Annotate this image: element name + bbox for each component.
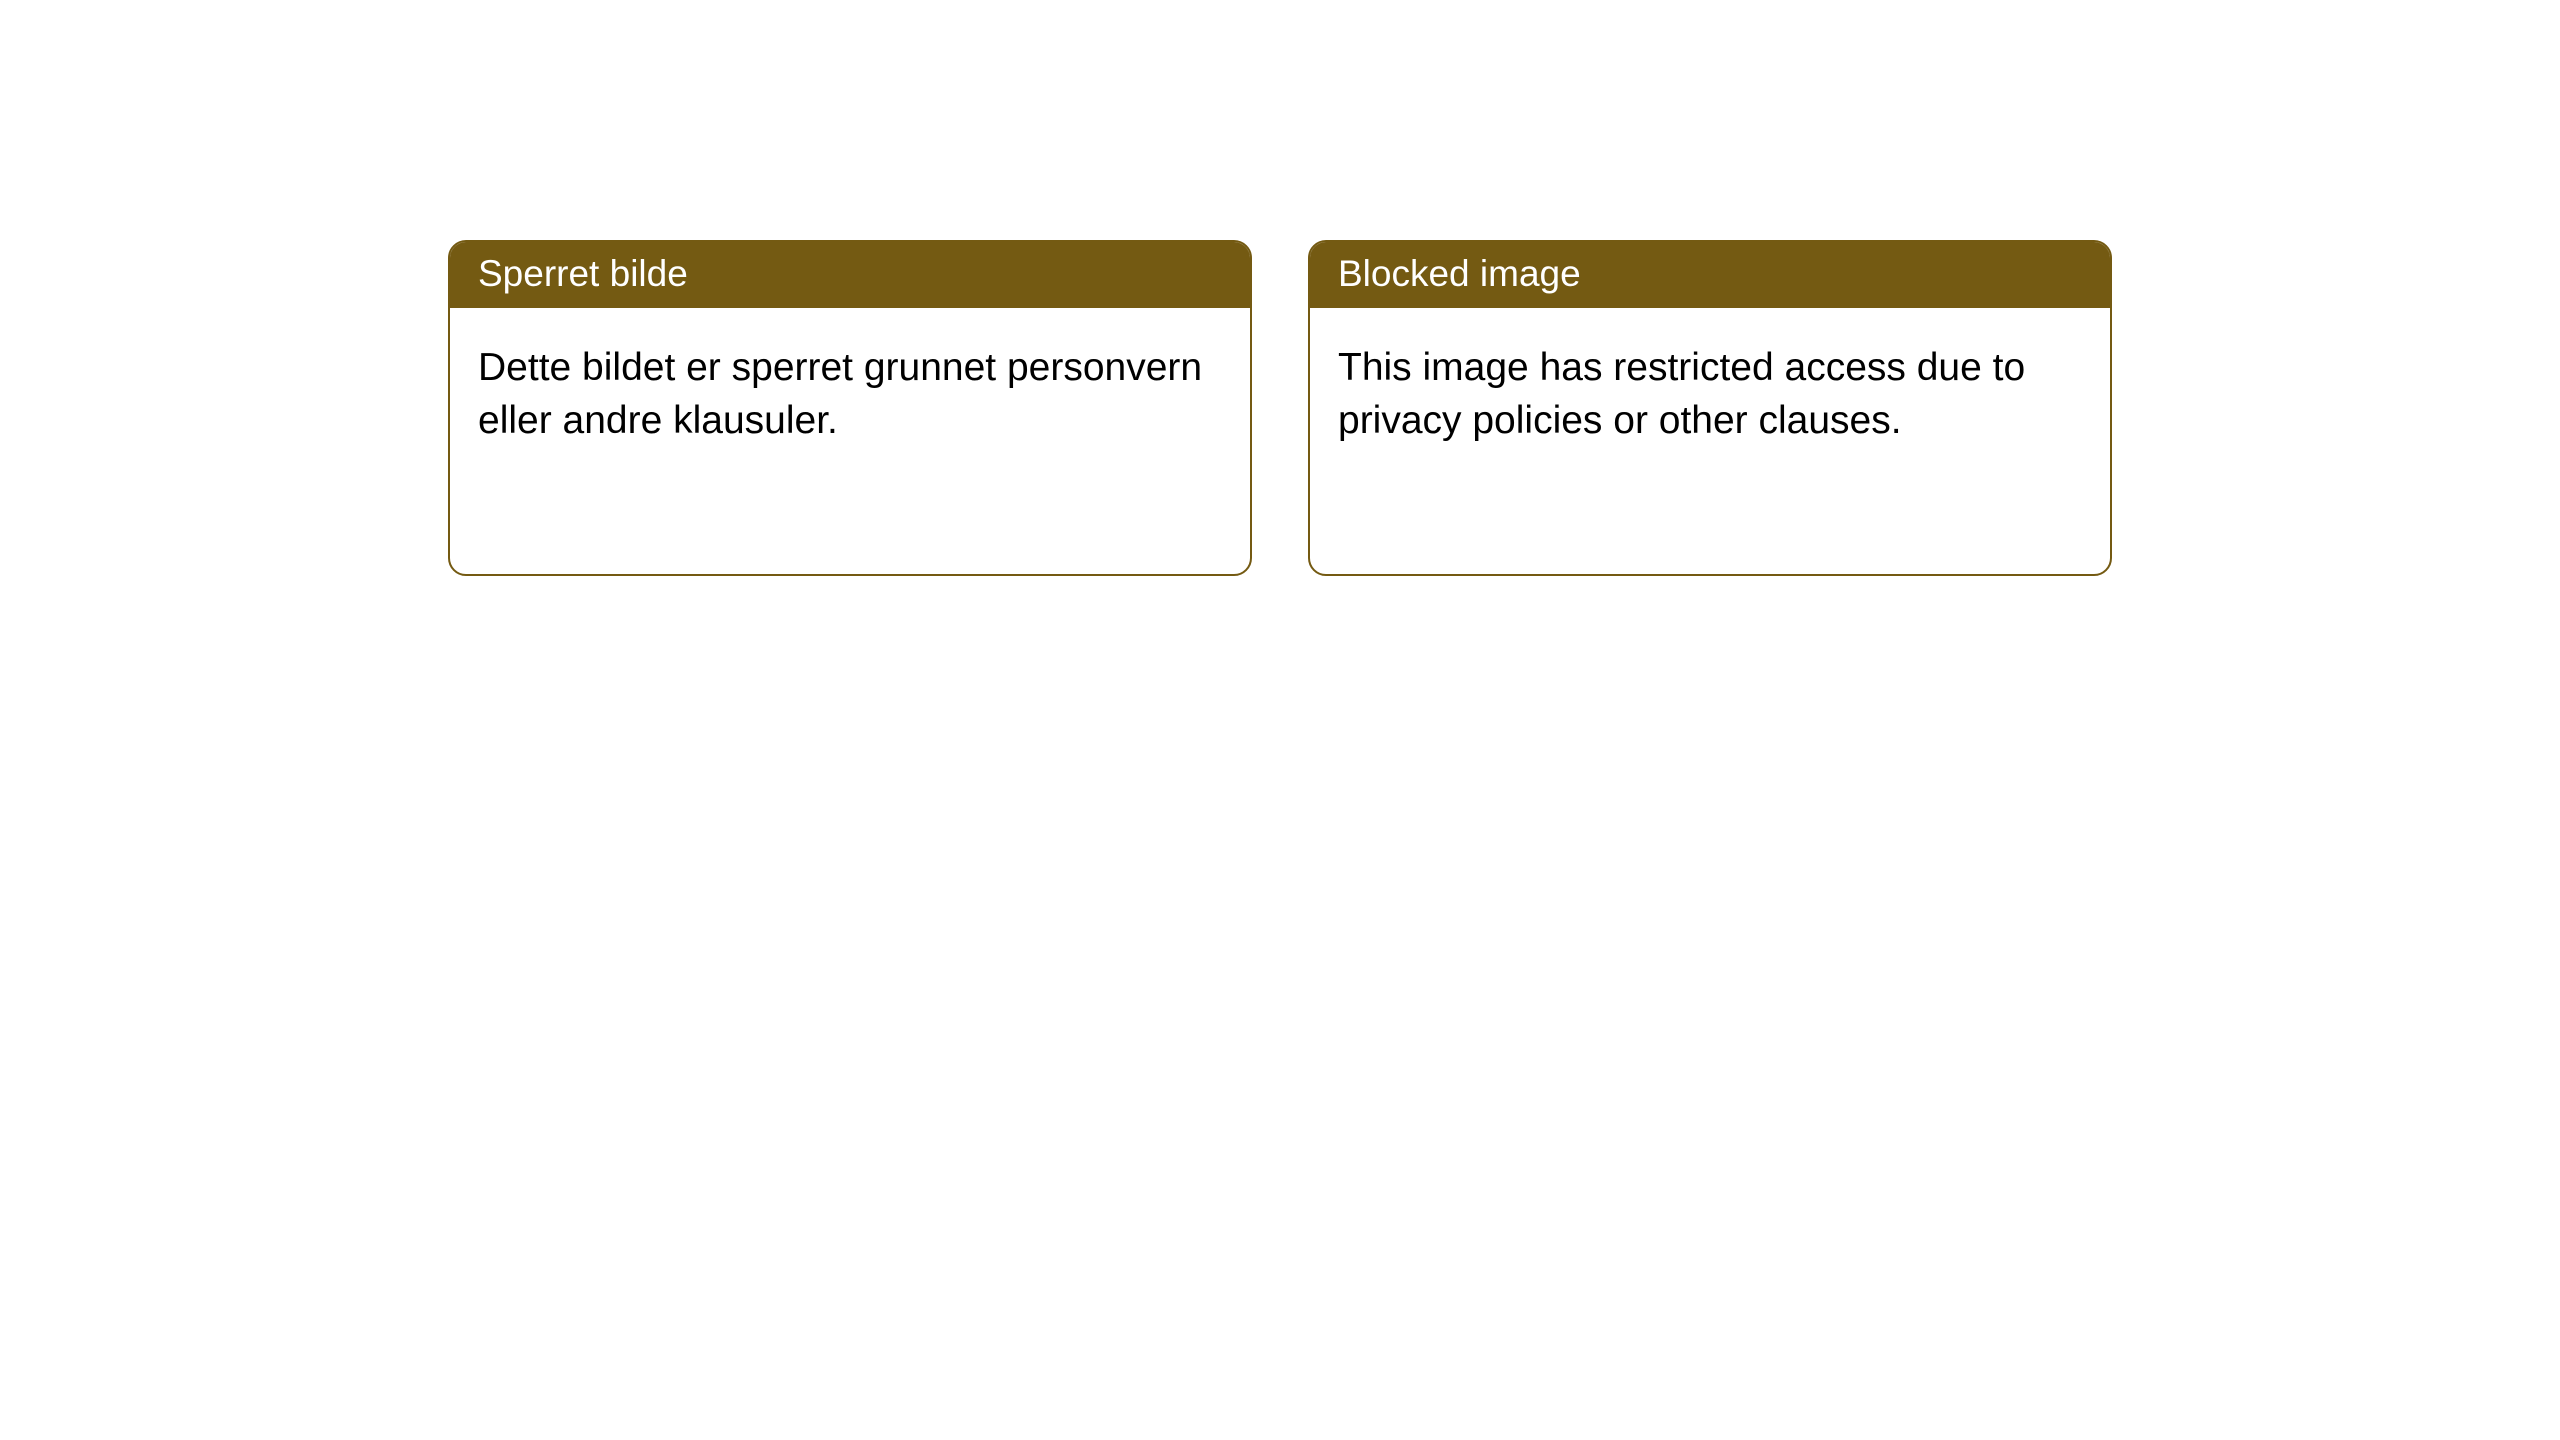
card-header: Sperret bilde — [450, 242, 1250, 308]
blocked-image-card-no: Sperret bilde Dette bildet er sperret gr… — [448, 240, 1252, 576]
blocked-image-card-en: Blocked image This image has restricted … — [1308, 240, 2112, 576]
card-body: Dette bildet er sperret grunnet personve… — [450, 308, 1250, 481]
notice-container: Sperret bilde Dette bildet er sperret gr… — [0, 0, 2560, 576]
card-body: This image has restricted access due to … — [1310, 308, 2110, 481]
card-header: Blocked image — [1310, 242, 2110, 308]
